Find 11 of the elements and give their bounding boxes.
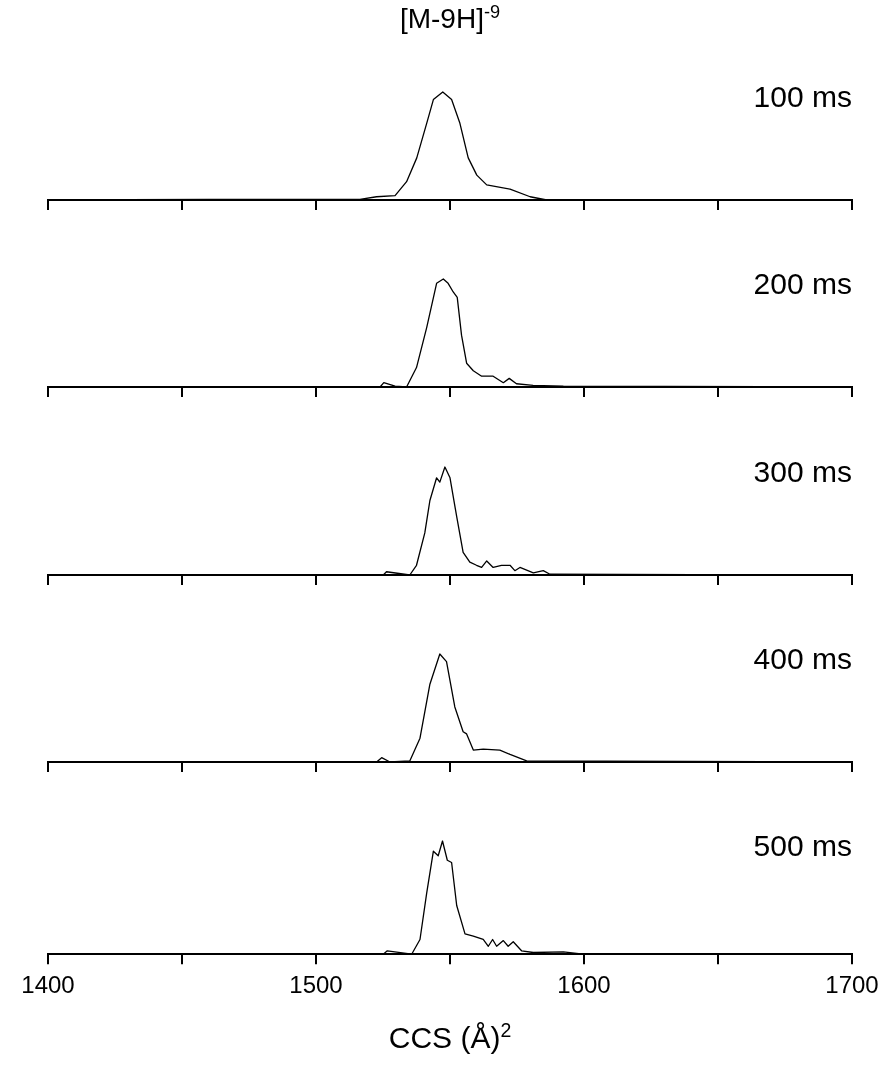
x-tick-label: 1500	[289, 971, 343, 999]
x-tick-label: 1600	[557, 971, 611, 999]
x-axis-title: CCS (Å)$^{2}$	[387, 1019, 513, 1055]
annotation: 500 ms	[753, 829, 852, 863]
x-tick-label: 1400	[21, 971, 75, 999]
annotation: 300 ms	[753, 454, 852, 489]
annotation: 400 ms	[753, 641, 852, 676]
chart-title: [M-9H]$^{-9}$	[398, 2, 502, 36]
annotation: 100 ms	[753, 80, 852, 114]
annotation: 200 ms	[753, 267, 852, 302]
x-tick-label: 1700	[825, 971, 879, 999]
